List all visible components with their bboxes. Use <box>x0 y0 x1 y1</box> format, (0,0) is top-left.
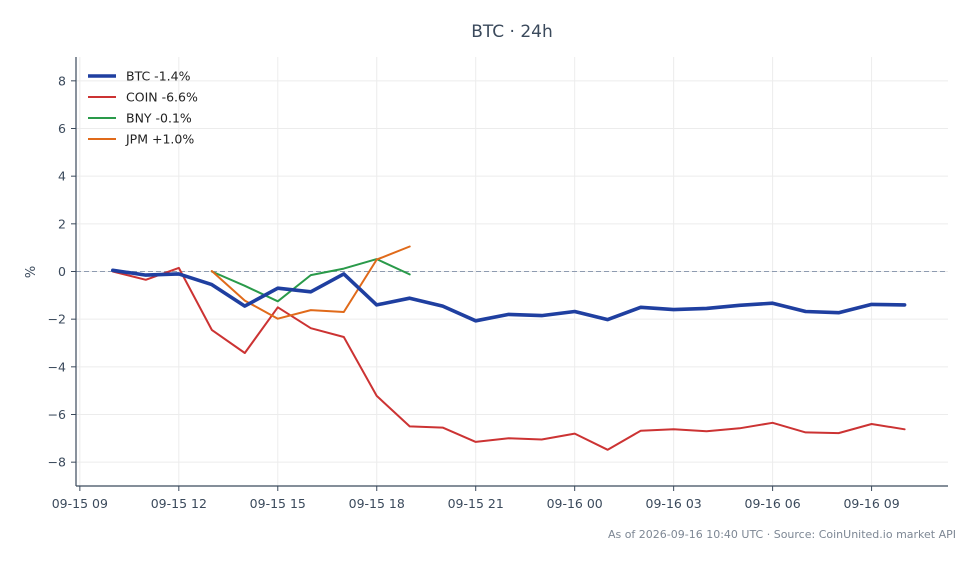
y-tick-label: 4 <box>58 169 66 184</box>
x-tick-label: 09-16 09 <box>843 496 899 511</box>
x-axis-ticks: 09-15 09 09-15 12 09-15 15 09-15 18 09-15 21… <box>52 486 900 511</box>
legend: BTC -1.4% COIN -6.6% BNY -0.1% JPM +1.0% <box>88 69 198 147</box>
y-tick-label: −2 <box>48 312 66 327</box>
chart-title: BTC · 24h <box>471 22 553 42</box>
series-lines <box>111 245 907 451</box>
y-tick-label: 6 <box>58 121 66 136</box>
y-tick-label: −4 <box>48 359 66 374</box>
y-tick-label: 8 <box>58 73 66 88</box>
x-tick-label: 09-16 03 <box>646 496 702 511</box>
y-axis-label: % <box>24 266 39 278</box>
legend-label: JPM +1.0% <box>125 132 194 147</box>
source-note: As of 2026-09-16 10:40 UTC · Source: Coi… <box>608 528 956 541</box>
legend-label: BTC -1.4% <box>126 69 191 84</box>
y-tick-label: 0 <box>58 264 66 279</box>
y-axis-ticks: −8 −6 −4 −2 0 2 4 6 8 <box>48 73 76 470</box>
series-line-3 <box>210 245 411 320</box>
x-tick-label: 09-16 06 <box>745 496 801 511</box>
x-tick-label: 09-15 12 <box>151 496 207 511</box>
x-tick-label: 09-15 15 <box>250 496 306 511</box>
y-tick-label: −6 <box>48 407 66 422</box>
series-line-1 <box>111 266 906 451</box>
series-line-2 <box>210 258 411 303</box>
legend-label: COIN -6.6% <box>126 90 198 105</box>
y-tick-label: 2 <box>58 216 66 231</box>
legend-label: BNY -0.1% <box>126 111 192 126</box>
y-tick-label: −8 <box>48 455 66 470</box>
x-tick-label: 09-15 18 <box>349 496 405 511</box>
x-tick-label: 09-15 21 <box>448 496 504 511</box>
x-tick-label: 09-15 09 <box>52 496 108 511</box>
x-tick-label: 09-16 00 <box>547 496 603 511</box>
series-line-0 <box>111 268 907 323</box>
